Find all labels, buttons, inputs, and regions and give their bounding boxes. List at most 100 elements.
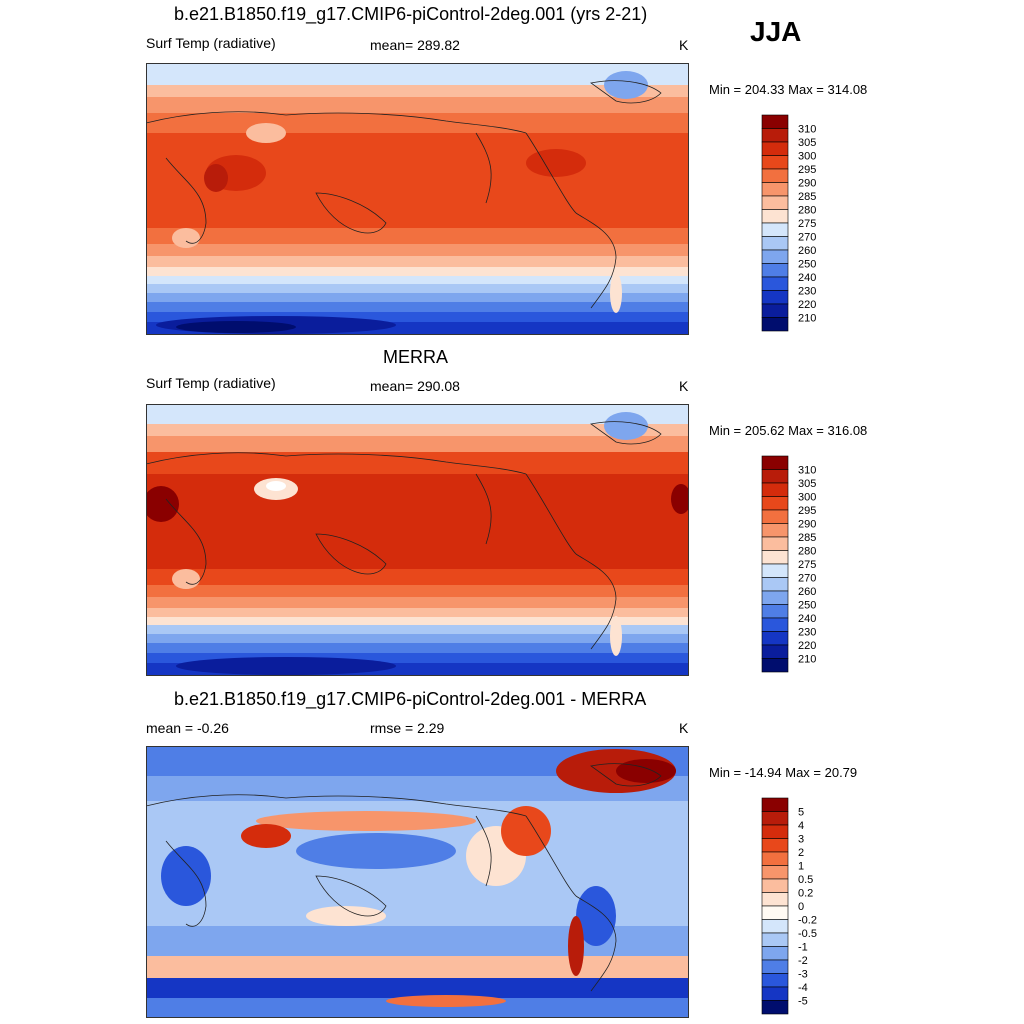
panel-2-map-frame — [146, 404, 689, 676]
colorbar-swatch — [761, 317, 789, 332]
panel-2-mean-label: mean= 290.08 — [370, 378, 460, 394]
colorbar-tick-label: -0.2 — [798, 915, 817, 927]
colorbar-tick-label: 3 — [798, 834, 804, 846]
colorbar-tick-label: 295 — [798, 505, 816, 517]
colorbar-swatch — [761, 577, 789, 592]
colorbar-tick-label: 285 — [798, 532, 816, 544]
colorbar-tick-label: 1 — [798, 861, 804, 873]
colorbar-tick-label: 280 — [798, 546, 816, 558]
panel-2-map — [146, 404, 689, 676]
colorbar-tick-label: 0.2 — [798, 888, 813, 900]
colorbar-swatch — [761, 905, 789, 920]
colorbar-swatch — [761, 851, 789, 866]
panel-1-variable-label: Surf Temp (radiative) — [146, 35, 276, 51]
colorbar-tick-label: 275 — [798, 218, 816, 230]
colorbar-swatch — [761, 182, 789, 197]
colorbar-tick-label: 310 — [798, 465, 816, 477]
colorbar-swatch — [761, 509, 789, 524]
colorbar-tick-label: -0.5 — [798, 928, 817, 940]
colorbar-tick-label: 270 — [798, 232, 816, 244]
colorbar-tick-label: 220 — [798, 299, 816, 311]
panel-2-units: K — [679, 378, 689, 394]
colorbar-tick-label: -1 — [798, 942, 808, 954]
colorbar-swatch — [761, 824, 789, 839]
colorbar-tick-label: 285 — [798, 191, 816, 203]
colorbar-tick-label: 230 — [798, 627, 816, 639]
colorbar-tick-label: -4 — [798, 982, 808, 994]
panel-1-map-frame — [146, 63, 689, 335]
colorbar-swatch — [761, 209, 789, 224]
colorbar-tick-label: 305 — [798, 478, 816, 490]
colorbar-swatch — [761, 263, 789, 278]
colorbar-tick-label: 210 — [798, 313, 816, 325]
panel-3-rmse-label: rmse = 2.29 — [370, 720, 445, 736]
panel-2-minmax: Min = 205.62 Max = 316.08 — [709, 423, 868, 438]
colorbar-swatch — [761, 865, 789, 880]
colorbar-tick-label: 210 — [798, 654, 816, 666]
panel-3-units: K — [679, 720, 689, 736]
colorbar-tick-label: 2 — [798, 847, 804, 859]
colorbar-swatch — [761, 590, 789, 605]
colorbar-swatch — [761, 114, 789, 129]
colorbar-tick-label: 270 — [798, 573, 816, 585]
panel-2-temperature-field — [146, 404, 689, 676]
panel-1-units: K — [679, 37, 689, 53]
colorbar-tick-label: 280 — [798, 205, 816, 217]
colorbar-swatch — [761, 878, 789, 893]
colorbar-tick-label: -2 — [798, 955, 808, 967]
colorbar-swatch — [761, 290, 789, 305]
colorbar-swatch — [761, 1000, 789, 1015]
colorbar-swatch — [761, 523, 789, 538]
colorbar-swatch — [761, 959, 789, 974]
colorbar-tick-label: 0 — [798, 901, 804, 913]
colorbar-tick-label: 260 — [798, 586, 816, 598]
colorbar-tick-label: 260 — [798, 245, 816, 257]
colorbar-tick-label: 5 — [798, 807, 804, 819]
colorbar-swatch — [761, 811, 789, 826]
colorbar-tick-label: 290 — [798, 178, 816, 190]
colorbar-tick-label: 295 — [798, 164, 816, 176]
colorbar-swatch — [761, 631, 789, 646]
colorbar-tick-label: 300 — [798, 151, 816, 163]
colorbar-tick-label: 290 — [798, 519, 816, 531]
colorbar-tick-label: 220 — [798, 640, 816, 652]
colorbar-swatch — [761, 550, 789, 565]
panel-1-title: b.e21.B1850.f19_g17.CMIP6-piControl-2deg… — [174, 4, 648, 24]
panel-1-colorbar: 3103053002952902852802752702602502402302… — [761, 114, 816, 332]
panel-3-map-frame — [146, 746, 689, 1018]
panel-3-coastlines — [146, 763, 662, 992]
colorbar-swatch — [761, 168, 789, 183]
colorbar-swatch — [761, 303, 789, 318]
panel-2-variable-label: Surf Temp (radiative) — [146, 375, 276, 391]
panel-3-minmax: Min = -14.94 Max = 20.79 — [709, 765, 858, 780]
panel-3-title: b.e21.B1850.f19_g17.CMIP6-piControl-2deg… — [174, 689, 647, 709]
colorbar-swatch — [761, 455, 789, 470]
colorbar-swatch — [761, 222, 789, 237]
panel-3-colorbar: 54 32 10.5 0.20 -0.2-0.5 -1-2 -3-4 -5 — [761, 797, 817, 1015]
colorbar-swatch — [761, 155, 789, 170]
colorbar-tick-label: 0.5 — [798, 874, 813, 886]
colorbar-swatch — [761, 496, 789, 511]
colorbar-swatch — [761, 986, 789, 1001]
panel-3-mean-label: mean = -0.26 — [146, 720, 229, 736]
colorbar-swatch — [761, 469, 789, 484]
colorbar-swatch — [761, 604, 789, 619]
colorbar-tick-label: 305 — [798, 137, 816, 149]
panel-3-difference-field — [146, 746, 689, 1018]
panel-2-colorbar: 3103053002952902852802752702602502402302… — [761, 455, 816, 673]
colorbar-tick-label: 275 — [798, 559, 816, 571]
colorbar-tick-label: 300 — [798, 492, 816, 504]
panel-2-title: MERRA — [383, 347, 449, 367]
colorbar-tick-label: -3 — [798, 969, 808, 981]
colorbar-swatch — [761, 236, 789, 251]
colorbar-tick-label: 4 — [798, 820, 804, 832]
colorbar-swatch — [761, 838, 789, 853]
colorbar-swatch — [761, 141, 789, 156]
colorbar-swatch — [761, 563, 789, 578]
panel-1-minmax: Min = 204.33 Max = 314.08 — [709, 82, 868, 97]
colorbar-tick-label: -5 — [798, 996, 808, 1008]
colorbar-swatch — [761, 617, 789, 632]
colorbar-swatch — [761, 644, 789, 659]
colorbar-swatch — [761, 249, 789, 264]
panel-1-temperature-field — [146, 63, 689, 335]
